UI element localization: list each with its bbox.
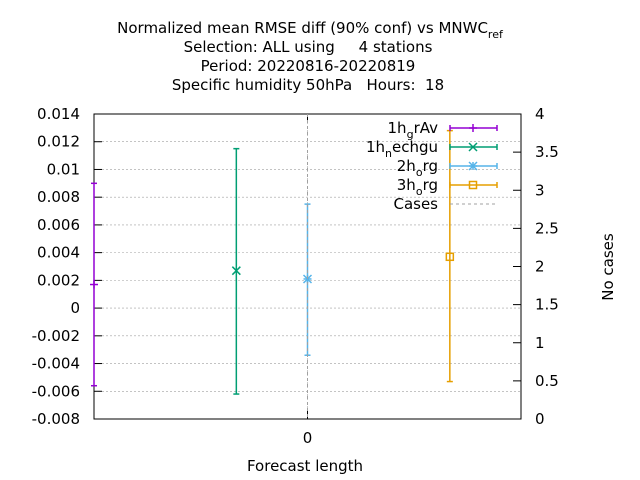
legend-label-3: 2horg	[397, 157, 438, 179]
y2-tick-label: 3	[535, 181, 545, 199]
y2-tick-label: 0	[535, 410, 545, 428]
x-axis-label: Forecast length	[247, 457, 363, 475]
legend-label-5: Cases	[393, 195, 438, 213]
title-line-2: Selection: ALL using 4 stations	[184, 38, 433, 56]
title-line-4: Specific humidity 50hPa Hours: 18	[172, 76, 444, 94]
legend-label-1: 1hgrAv	[388, 119, 439, 141]
y2-axis-label: No cases	[599, 233, 617, 301]
legend-marker	[468, 142, 478, 152]
y-tick-label: 0.012	[37, 133, 80, 151]
x-tick-label: 0	[303, 429, 313, 447]
y2-tick-label: 2.5	[535, 219, 559, 237]
series-4	[445, 129, 455, 383]
y-tick-label: 0.008	[37, 188, 80, 206]
y2-tick-label: 1	[535, 334, 545, 352]
y-tick-label: -0.004	[32, 355, 80, 373]
series-2	[231, 147, 241, 395]
mean-marker	[231, 266, 241, 276]
mean-marker	[445, 252, 455, 262]
y-tick-label: -0.008	[32, 410, 80, 428]
chart-title: Normalized mean RMSE diff (90% conf) vs …	[117, 19, 504, 94]
series-1	[90, 182, 98, 387]
y2-axis-ticks: 4 3.5 3 2.5 2 1.5 1 0.5 0	[513, 105, 559, 428]
y-tick-label: -0.006	[32, 382, 80, 400]
y-axis-ticks: 0.014 0.012 0.01 0.008 0.006 0.004 0.002 0 -0.00…	[32, 105, 102, 428]
y2-tick-label: 2	[535, 258, 545, 276]
y-tick-label: 0.01	[47, 160, 80, 178]
legend-label-4: 3horg	[397, 176, 438, 198]
legend-label-2: 1hnechgu	[366, 138, 438, 160]
y-tick-label: 0	[70, 299, 80, 317]
y-tick-label: 0.014	[37, 105, 80, 123]
title-line-3: Period: 20220816-20220819	[201, 57, 416, 75]
legend-marker	[468, 161, 478, 171]
series-layer	[90, 114, 455, 419]
y2-tick-label: 1.5	[535, 296, 559, 314]
title-line-1: Normalized mean RMSE diff (90% conf) vs …	[117, 19, 504, 41]
y2-tick-label: 0.5	[535, 372, 559, 390]
y-tick-label: 0.002	[37, 271, 80, 289]
y-tick-label: -0.002	[32, 327, 80, 345]
y-tick-label: 0.004	[37, 244, 80, 262]
y2-tick-label: 4	[535, 105, 545, 123]
y2-tick-label: 3.5	[535, 143, 559, 161]
legend-marker	[468, 180, 478, 190]
y-tick-label: 0.006	[37, 216, 80, 234]
